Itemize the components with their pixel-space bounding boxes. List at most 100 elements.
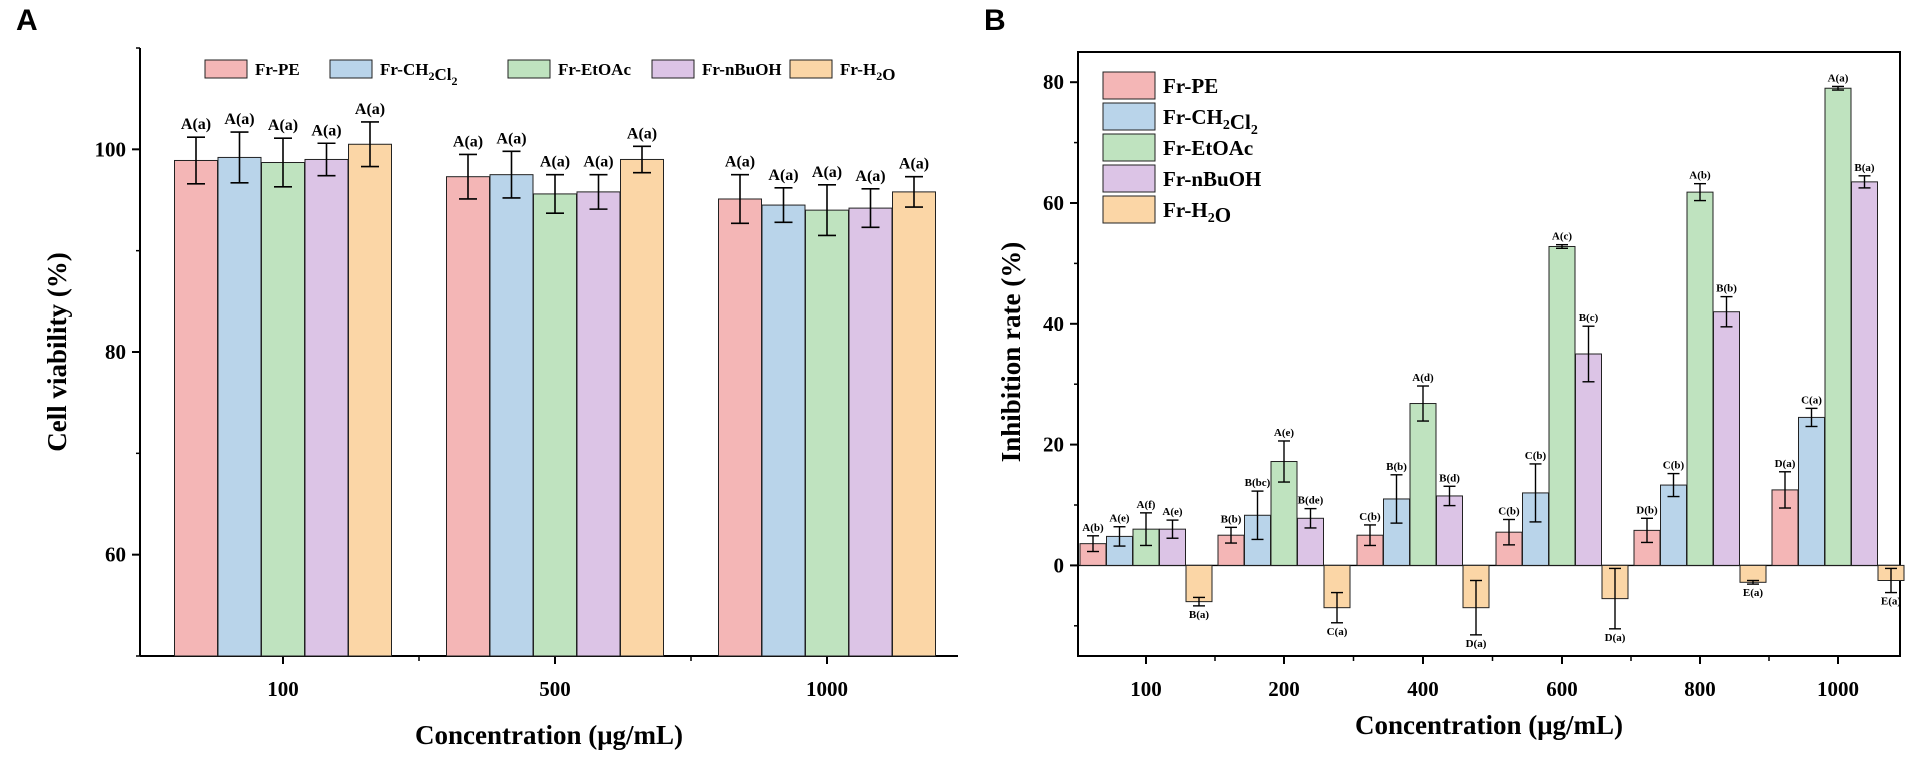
legend-label: Fr-nBuOH — [1163, 167, 1261, 191]
significance-label: A(a) — [355, 101, 385, 118]
y-tick-label: 40 — [1043, 312, 1064, 336]
legend-swatch — [204, 59, 248, 79]
y-tick-label: 60 — [105, 543, 126, 567]
significance-label: C(b) — [1663, 460, 1685, 472]
legend-swatch — [1102, 195, 1156, 224]
significance-label: A(b) — [1082, 522, 1104, 534]
legend-swatch — [1102, 133, 1156, 162]
bar — [1409, 403, 1437, 566]
y-tick-label: 0 — [1054, 553, 1065, 577]
significance-label: B(d) — [1439, 472, 1460, 484]
significance-label: A(a) — [583, 154, 613, 171]
bar — [1185, 564, 1213, 603]
significance-label: D(a) — [1605, 632, 1626, 644]
bar — [446, 176, 490, 657]
significance-label: D(a) — [1466, 638, 1487, 650]
bar — [1575, 353, 1602, 566]
chart-a-cell-viability: 60 80 100 100 A(a) A(a) A(a) A(a) A(a) 500 A(a) A(a… — [42, 47, 958, 750]
x-tick-label: 500 — [539, 677, 571, 701]
bar — [1660, 484, 1687, 566]
legend-label: Fr-EtOAc — [1163, 136, 1253, 160]
x-axis-label: Concentration (μg/mL) — [415, 720, 683, 750]
bar — [1436, 495, 1463, 566]
significance-label: A(a) — [496, 130, 526, 147]
significance-label: B(de) — [1298, 495, 1324, 507]
significance-label: A(a) — [768, 167, 798, 184]
legend-label: Fr-H2O — [1163, 198, 1231, 227]
bar — [576, 191, 621, 657]
y-axis-label: Inhibition rate (%) — [996, 242, 1026, 463]
bar — [1798, 416, 1825, 566]
bar — [718, 198, 762, 657]
significance-label: C(b) — [1498, 505, 1520, 517]
x-tick-label: 600 — [1546, 677, 1578, 701]
significance-label: A(a) — [855, 168, 885, 185]
significance-label: E(a) — [1881, 596, 1902, 608]
legend-label: Fr-PE — [1163, 74, 1218, 98]
significance-label: A(b) — [1689, 170, 1711, 182]
x-tick-label: 100 — [267, 677, 299, 701]
significance-label: C(b) — [1359, 511, 1381, 523]
bar — [848, 207, 893, 657]
significance-label: A(f) — [1137, 499, 1156, 511]
significance-label: A(a) — [627, 125, 657, 142]
panel-b-label: B — [984, 4, 1006, 37]
significance-label: B(a) — [1189, 609, 1210, 621]
y-tick-label: 80 — [1043, 70, 1064, 94]
bar — [489, 174, 534, 657]
significance-label: D(a) — [1775, 458, 1796, 470]
significance-label: B(b) — [1221, 513, 1242, 525]
significance-label: B(b) — [1386, 461, 1407, 473]
y-tick-label: 100 — [95, 137, 127, 161]
significance-label: C(a) — [1327, 626, 1348, 638]
significance-label: A(a) — [268, 117, 298, 134]
significance-label: B(b) — [1716, 283, 1737, 295]
legend-swatch — [329, 59, 373, 79]
legend-label: Fr-CH2Cl2 — [380, 60, 457, 88]
x-axis-label: Concentration (μg/mL) — [1355, 710, 1623, 740]
legend-swatch — [1102, 71, 1156, 100]
legend-label: Fr-EtOAc — [558, 60, 631, 79]
legend-label: Fr-PE — [255, 60, 300, 79]
bar — [1548, 245, 1576, 566]
bar — [805, 209, 849, 657]
significance-label: A(e) — [1109, 513, 1129, 525]
bar — [620, 158, 664, 657]
bar — [533, 193, 577, 657]
y-tick-label: 20 — [1043, 433, 1064, 457]
significance-label: B(a) — [1854, 162, 1875, 174]
bar — [1851, 181, 1878, 566]
bar — [174, 159, 218, 657]
bar — [1713, 311, 1740, 566]
significance-label: C(a) — [1801, 394, 1822, 406]
significance-label: E(a) — [1743, 587, 1764, 599]
x-tick-label: 800 — [1684, 677, 1716, 701]
chart-b-inhibition-rate: 0 20 40 60 80 100 A(b) A(e) A(f) A(e) B(a) 200 B(b) B… — [996, 51, 1905, 740]
y-tick-label: 80 — [105, 340, 126, 364]
legend-label: Fr-CH2Cl2 — [1163, 105, 1258, 138]
legend-swatch — [651, 59, 695, 79]
significance-label: A(a) — [311, 122, 341, 139]
bar — [348, 143, 392, 657]
x-tick-label: 200 — [1268, 677, 1300, 701]
significance-label: A(a) — [899, 156, 929, 173]
significance-label: A(a) — [540, 154, 570, 171]
y-tick-label: 60 — [1043, 191, 1064, 215]
significance-label: C(b) — [1525, 450, 1547, 462]
x-tick-label: 100 — [1130, 677, 1162, 701]
bar — [304, 158, 349, 657]
legend-swatch — [507, 59, 551, 79]
significance-label: A(e) — [1274, 427, 1294, 439]
y-axis-label: Cell viability (%) — [42, 252, 72, 451]
bar — [761, 204, 806, 657]
legend-swatch — [1102, 164, 1156, 193]
bar — [892, 191, 936, 657]
bar — [1686, 191, 1714, 566]
significance-label: A(a) — [1828, 72, 1849, 84]
significance-label: B(bc) — [1245, 477, 1271, 489]
legend-swatch — [789, 59, 833, 79]
significance-label: A(a) — [181, 116, 211, 133]
panel-a-label: A — [16, 4, 38, 37]
plot-frame — [1077, 51, 1901, 657]
x-tick-label: 400 — [1407, 677, 1439, 701]
